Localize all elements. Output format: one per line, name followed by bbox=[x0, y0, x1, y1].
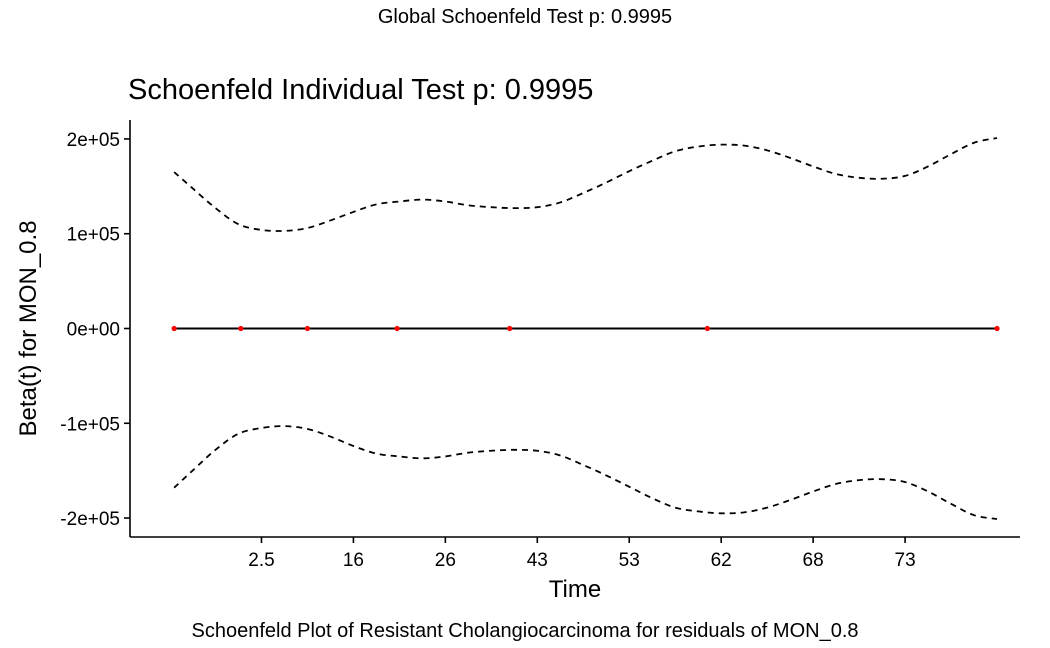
residual-point bbox=[394, 325, 400, 332]
residual-point bbox=[238, 325, 244, 332]
x-tick-label: 53 bbox=[619, 550, 640, 571]
y-axis-title: Beta(t) for MON_0.8 bbox=[15, 220, 42, 436]
lower-band-line bbox=[173, 425, 998, 520]
x-tick-label: 43 bbox=[527, 550, 548, 571]
global-schoenfeld-title: Global Schoenfeld Test p: 0.9995 bbox=[377, 6, 673, 28]
x-tick-label: 16 bbox=[343, 550, 364, 571]
residual-point bbox=[304, 325, 311, 332]
y-tick-label: 1e+05 bbox=[67, 225, 120, 246]
x-tick-label: 62 bbox=[711, 550, 732, 571]
y-tick-label: 0e+00 bbox=[67, 320, 120, 341]
residual-point bbox=[507, 325, 513, 332]
x-tick-label: 2.5 bbox=[248, 550, 274, 571]
x-tick-label: 26 bbox=[435, 550, 456, 571]
x-axis-ticks: 2.5 16 26 43 53 62 68 73 bbox=[248, 537, 916, 571]
plot-caption: Schoenfeld Plot of Resistant Cholangioca… bbox=[191, 620, 859, 642]
y-tick-label: -2e+05 bbox=[60, 509, 120, 530]
upper-band-line bbox=[173, 137, 998, 232]
residual-point bbox=[704, 325, 710, 332]
x-axis-title: Time bbox=[549, 576, 601, 603]
residual-point bbox=[171, 325, 177, 332]
x-tick-label: 73 bbox=[895, 550, 916, 571]
y-tick-label: -1e+05 bbox=[60, 414, 120, 435]
residual-point bbox=[994, 325, 1000, 332]
plot-title: Schoenfeld Individual Test p: 0.9995 bbox=[128, 74, 594, 106]
y-axis-ticks: -2e+05 -1e+05 0e+00 1e+05 2e+05 bbox=[60, 130, 130, 530]
x-tick-label: 68 bbox=[803, 550, 824, 571]
plot-series bbox=[171, 137, 1000, 520]
y-tick-label: 2e+05 bbox=[67, 130, 120, 151]
